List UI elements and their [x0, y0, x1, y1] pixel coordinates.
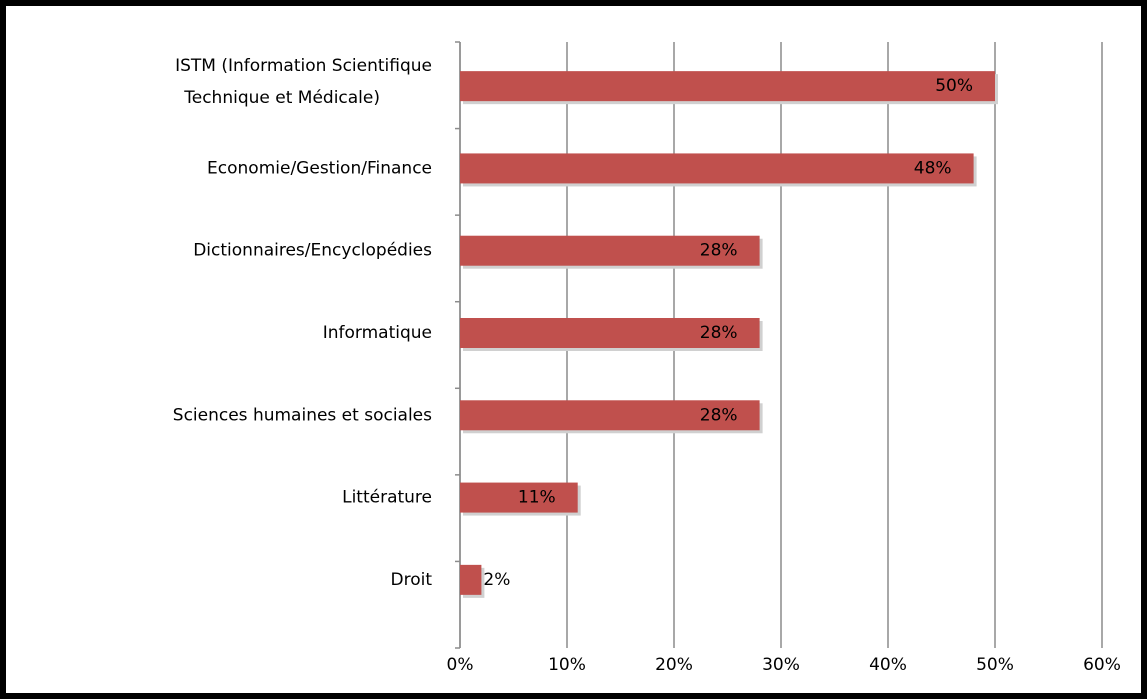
bar: [460, 71, 995, 102]
y-tick-label: Littérature: [342, 488, 432, 508]
bar: [460, 318, 760, 348]
bar: [460, 482, 578, 513]
x-tick-label: 30%: [762, 655, 800, 675]
y-tick-label: Informatique: [323, 323, 432, 343]
y-tick-label: Sciences humaines et sociales: [173, 405, 432, 425]
x-tick-label: 20%: [655, 655, 693, 675]
bar: [460, 564, 482, 595]
data-label: 50%: [935, 76, 973, 96]
bar: [460, 153, 974, 184]
y-tick-label: ISTM (Information Scientifique Technique …: [175, 56, 432, 108]
x-tick-label: 50%: [976, 655, 1014, 675]
bar: [460, 400, 760, 431]
y-tick-label: Droit: [391, 570, 433, 590]
data-label: 11%: [518, 488, 556, 508]
y-tick-label: Dictionnaires/Encyclopédies: [193, 241, 432, 261]
data-label: 28%: [700, 241, 738, 261]
x-tick-label: 10%: [548, 655, 586, 675]
x-tick-label: 0%: [447, 655, 474, 675]
data-label: 28%: [700, 323, 738, 343]
data-label: 2%: [483, 570, 510, 590]
y-tick-label: Economie/Gestion/Finance: [207, 158, 432, 178]
data-label: 48%: [914, 158, 952, 178]
data-label: 28%: [700, 405, 738, 425]
x-tick-label: 40%: [869, 655, 907, 675]
bar: [460, 235, 760, 266]
x-tick-label: 60%: [1083, 655, 1121, 675]
